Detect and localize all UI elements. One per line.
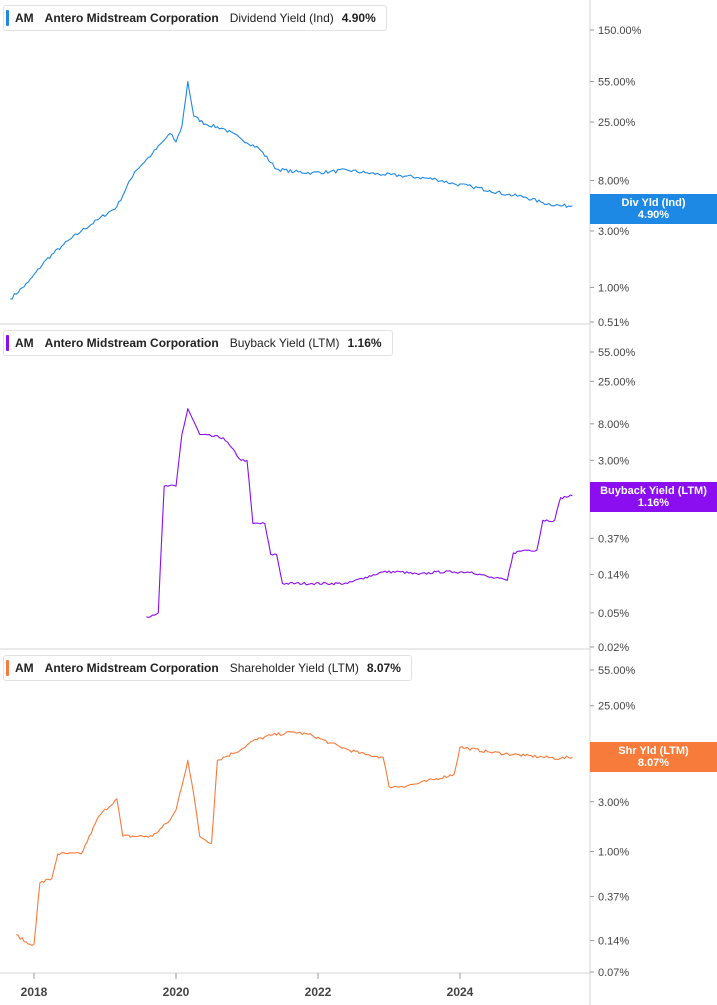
y-tick-label: 55.00% [598,665,636,677]
y-tick-label: 3.00% [598,226,629,238]
series-color-swatch [6,10,9,26]
last-value-badge-dividend: Div Yld (Ind) 4.90% [590,194,717,224]
series-color-swatch [6,660,9,676]
y-tick-label: 8.00% [598,419,629,431]
y-tick-label: 3.00% [598,455,629,467]
company-name: Antero Midstream Corporation [44,11,219,25]
metric-name: Buyback Yield (LTM) [229,336,340,350]
ticker-symbol: AM [15,336,34,350]
panel-header-shareholder[interactable]: AM Antero Midstream Corporation Sharehol… [3,655,412,681]
badge-value: 1.16% [637,497,670,509]
y-tick-label: 0.37% [598,892,629,904]
badge-value: 8.07% [637,757,670,769]
y-tick-label: 0.14% [598,936,629,948]
y-tick-label: 25.00% [598,376,636,388]
y-tick-label: 1.00% [598,282,629,294]
series-line [10,80,573,300]
x-tick-label: 2024 [447,985,474,999]
y-tick-label: 0.51% [598,317,629,329]
y-tick-label: 1.00% [598,847,629,859]
last-value-badge-shareholder: Shr Yld (LTM) 8.07% [590,742,717,772]
badge-label: Shr Yld (LTM) [618,745,689,757]
metric-name: Shareholder Yield (LTM) [229,661,359,675]
y-tick-label: 0.02% [598,642,629,654]
panel-header-buyback[interactable]: AM Antero Midstream Corporation Buyback … [3,330,393,356]
metric-value: 1.16% [347,336,382,350]
x-tick-label: 2018 [21,985,48,999]
ticker-symbol: AM [15,11,34,25]
series-line [16,731,573,946]
y-tick-label: 55.00% [598,347,636,359]
y-tick-label: 0.37% [598,533,629,545]
company-name: Antero Midstream Corporation [44,336,219,350]
metric-value: 4.90% [341,11,376,25]
y-tick-label: 0.07% [598,967,629,979]
x-tick-label: 2020 [163,985,190,999]
y-tick-label: 3.00% [598,797,629,809]
chart-frame [0,0,591,1005]
y-tick-label: 25.00% [598,117,636,129]
x-tick-label: 2022 [305,985,332,999]
y-tick-label: 0.14% [598,570,629,582]
metric-name: Dividend Yield (Ind) [229,11,334,25]
badge-value: 4.90% [637,209,670,221]
x-axis-ticks: 2018 2020 2022 2024 [21,973,474,999]
badge-label: Div Yld (Ind) [621,197,686,209]
metric-value: 8.07% [366,661,401,675]
panel-header-dividend[interactable]: AM Antero Midstream Corporation Dividend… [3,5,387,31]
y-tick-label: 0.05% [598,608,629,620]
ticker-symbol: AM [15,661,34,675]
y-tick-label: 8.00% [598,176,629,188]
series-line [146,408,573,618]
series-lines [10,80,573,946]
y-tick-label: 150.00% [598,25,642,37]
series-color-swatch [6,335,9,351]
company-name: Antero Midstream Corporation [44,661,219,675]
y-tick-label: 55.00% [598,77,636,89]
last-value-badge-buyback: Buyback Yield (LTM) 1.16% [590,482,717,512]
badge-label: Buyback Yield (LTM) [600,485,707,497]
y-tick-label: 25.00% [598,701,636,713]
